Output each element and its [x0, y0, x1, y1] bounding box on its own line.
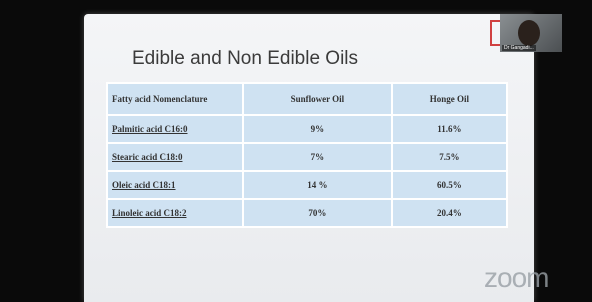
header-cell: Fatty acid Nomenclature: [107, 83, 243, 115]
slide-title: Edible and Non Edible Oils: [132, 48, 358, 70]
header-cell: Sunflower Oil: [243, 83, 392, 115]
cell: 14 %: [243, 171, 392, 199]
screen: Edible and Non Edible Oils Fatty acid No…: [0, 0, 592, 302]
header-row: Fatty acid Nomenclature Sunflower Oil Ho…: [107, 83, 507, 115]
cell: Oleic acid C18:1: [107, 171, 243, 199]
table: Fatty acid Nomenclature Sunflower Oil Ho…: [106, 82, 508, 228]
cell: Palmitic acid C16:0: [107, 115, 243, 143]
cell: Stearic acid C18:0: [107, 143, 243, 171]
row: Linoleic acid C18:2 70% 20.4%: [107, 199, 507, 227]
cell: 11.6%: [392, 115, 507, 143]
cell: 60.5%: [392, 171, 507, 199]
row: Oleic acid C18:1 14 % 60.5%: [107, 171, 507, 199]
cell: 70%: [243, 199, 392, 227]
row: Palmitic acid C16:0 9% 11.6%: [107, 115, 507, 143]
zoom-logo: zoom: [484, 262, 548, 294]
cell: 7.5%: [392, 143, 507, 171]
slide: Edible and Non Edible Oils Fatty acid No…: [84, 14, 534, 302]
cell: 9%: [243, 115, 392, 143]
header-cell: Honge Oil: [392, 83, 507, 115]
slide-mark: [490, 20, 500, 46]
cell: 20.4%: [392, 199, 507, 227]
participant: [518, 20, 540, 46]
row: Stearic acid C18:0 7% 7.5%: [107, 143, 507, 171]
cell: Linoleic acid C18:2: [107, 199, 243, 227]
participant-name: Dr Gangadi...: [502, 45, 536, 51]
cell: 7%: [243, 143, 392, 171]
video-thumbnail[interactable]: Dr Gangadi...: [500, 14, 562, 52]
